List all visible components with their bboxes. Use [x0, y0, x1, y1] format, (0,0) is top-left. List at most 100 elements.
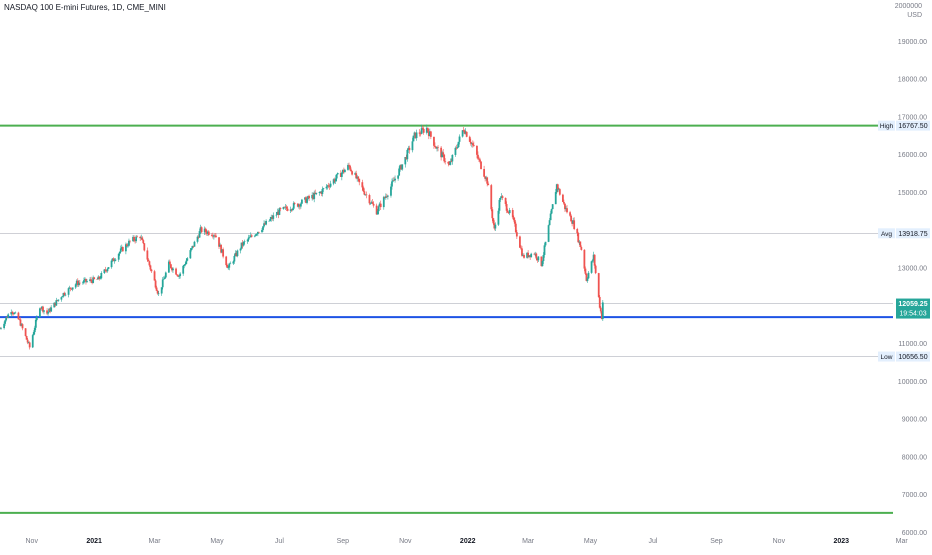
candle[interactable] [4, 319, 7, 326]
candle[interactable] [321, 186, 324, 197]
candle[interactable] [170, 263, 172, 269]
currency-label[interactable]: 2000000 USD [895, 2, 922, 20]
candle[interactable] [84, 277, 86, 283]
candle[interactable] [128, 238, 130, 247]
candle[interactable] [440, 145, 443, 161]
candle[interactable] [189, 247, 192, 259]
candle[interactable] [555, 183, 558, 194]
candle[interactable] [264, 221, 266, 226]
candle[interactable] [375, 203, 378, 215]
candle[interactable] [304, 197, 306, 203]
candle[interactable] [43, 310, 45, 315]
candle[interactable] [24, 327, 27, 337]
candle[interactable] [232, 260, 235, 266]
candle[interactable] [246, 238, 249, 244]
candle[interactable] [587, 271, 590, 280]
candle[interactable] [160, 287, 163, 296]
candle[interactable] [193, 240, 196, 247]
candle[interactable] [20, 322, 23, 327]
candle[interactable] [113, 258, 116, 264]
candle[interactable] [491, 206, 494, 222]
candle[interactable] [464, 128, 467, 135]
candle[interactable] [599, 306, 602, 314]
candle[interactable] [272, 212, 275, 222]
candle[interactable] [340, 171, 343, 181]
candle[interactable] [83, 277, 85, 285]
candle[interactable] [400, 164, 403, 171]
candle[interactable] [26, 337, 29, 345]
candle[interactable] [13, 312, 16, 315]
candle[interactable] [234, 250, 237, 257]
candle[interactable] [554, 188, 557, 205]
candle[interactable] [292, 201, 295, 211]
candle[interactable] [593, 254, 596, 269]
candle[interactable] [471, 140, 474, 148]
candle[interactable] [68, 285, 71, 290]
candle[interactable] [314, 189, 317, 195]
candle[interactable] [399, 164, 402, 172]
candle[interactable] [506, 208, 509, 213]
candle[interactable] [27, 341, 30, 344]
candle[interactable] [461, 129, 464, 138]
candle[interactable] [469, 138, 472, 146]
candle[interactable] [0, 326, 2, 330]
candle[interactable] [297, 203, 300, 209]
candle[interactable] [342, 167, 345, 175]
candle[interactable] [184, 262, 187, 267]
candle[interactable] [3, 321, 5, 330]
candle[interactable] [177, 274, 179, 277]
candle[interactable] [365, 191, 368, 199]
candle[interactable] [268, 220, 271, 222]
candle[interactable] [455, 144, 458, 150]
candle[interactable] [451, 154, 454, 165]
candle[interactable] [341, 169, 344, 174]
candle[interactable] [172, 267, 174, 274]
candle[interactable] [301, 198, 303, 205]
candle[interactable] [243, 239, 246, 245]
candle[interactable] [311, 192, 314, 201]
candle[interactable] [228, 262, 231, 271]
candle[interactable] [544, 241, 547, 247]
candle[interactable] [578, 239, 581, 246]
candle[interactable] [529, 255, 532, 261]
candle[interactable] [313, 190, 316, 203]
candle[interactable] [283, 206, 286, 208]
candle[interactable] [370, 200, 373, 204]
candle[interactable] [511, 207, 514, 220]
candle[interactable] [369, 202, 372, 205]
candle[interactable] [371, 199, 374, 205]
candle[interactable] [105, 270, 108, 273]
candle[interactable] [286, 206, 289, 212]
candle[interactable] [363, 188, 366, 196]
candle[interactable] [497, 208, 500, 227]
candle[interactable] [425, 124, 428, 135]
candle[interactable] [522, 253, 524, 257]
candle[interactable] [275, 211, 278, 218]
last-price-badge[interactable]: 12059.25 19:54:03 [896, 298, 930, 319]
candle[interactable] [358, 178, 361, 186]
candle[interactable] [277, 209, 280, 219]
candle[interactable] [570, 214, 572, 222]
candle[interactable] [91, 279, 94, 285]
candle[interactable] [168, 259, 171, 265]
candle[interactable] [450, 158, 453, 163]
candle[interactable] [48, 307, 51, 313]
candle[interactable] [127, 242, 129, 248]
candle[interactable] [493, 220, 496, 231]
candle[interactable] [149, 264, 152, 272]
candle[interactable] [327, 182, 330, 189]
candle[interactable] [364, 193, 367, 196]
candle[interactable] [143, 243, 146, 252]
candle[interactable] [19, 317, 22, 327]
candle[interactable] [227, 265, 230, 270]
candle[interactable] [140, 234, 143, 240]
candle[interactable] [250, 234, 253, 238]
candle[interactable] [203, 226, 206, 235]
price-tag-high[interactable]: High 16767.50 [878, 120, 930, 131]
candle[interactable] [133, 235, 135, 243]
candle[interactable] [351, 170, 353, 176]
candle[interactable] [25, 335, 28, 340]
candle[interactable] [315, 192, 318, 196]
candle[interactable] [487, 181, 490, 186]
candle[interactable] [333, 177, 336, 183]
